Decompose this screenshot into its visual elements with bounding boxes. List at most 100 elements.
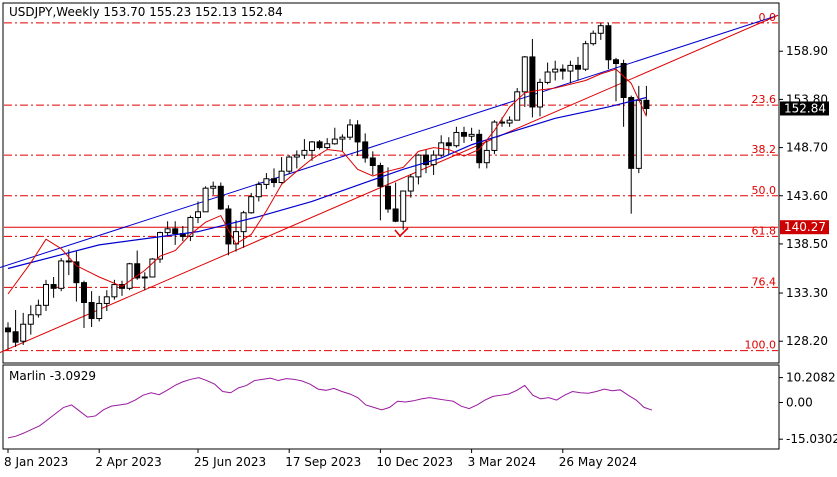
- red-moving-average: [7, 68, 647, 295]
- oscillator-tick-label: -15.0302: [786, 432, 837, 446]
- candle: [301, 139, 308, 159]
- candle: [529, 38, 536, 118]
- candle: [445, 137, 452, 155]
- marlin-line: [7, 377, 653, 439]
- candle: [537, 78, 543, 117]
- candle: [293, 150, 300, 169]
- candle: [575, 56, 581, 81]
- candle: [628, 95, 635, 214]
- candle: [324, 138, 331, 150]
- time-tick-label: 2 Apr 2023: [95, 455, 162, 469]
- candle: [81, 280, 87, 328]
- time-tick-label: 10 Dec 2023: [376, 455, 453, 469]
- fib-level-label: 23.6: [752, 93, 777, 106]
- candle: [5, 322, 11, 350]
- price-tick-label: 138.50: [786, 237, 828, 251]
- candle: [316, 140, 323, 150]
- price-tick-label: 133.30: [786, 286, 828, 300]
- candle: [210, 181, 217, 195]
- oscillator-tick-label: 0.00: [786, 396, 813, 410]
- candle: [278, 157, 285, 184]
- time-tick-label: 26 May 2024: [559, 455, 637, 469]
- candle: [605, 22, 612, 70]
- moving-averages: [7, 68, 647, 295]
- time-tick-label: 25 Jun 2023: [194, 455, 266, 469]
- candle: [506, 116, 513, 127]
- candle: [35, 299, 42, 318]
- candle: [248, 192, 255, 214]
- price-axis: 158.90153.80148.70143.60138.50133.30128.…: [779, 44, 828, 348]
- svg-text:140.27: 140.27: [784, 220, 826, 234]
- candle: [354, 120, 361, 157]
- fib-level-label: 76.4: [752, 275, 777, 288]
- candle: [567, 60, 574, 84]
- candle: [339, 134, 346, 152]
- candle: [20, 312, 27, 345]
- trendline: [0, 14, 779, 269]
- price-tick-label: 158.90: [786, 44, 828, 58]
- candle: [514, 88, 521, 121]
- candle: [58, 258, 65, 292]
- candle: [544, 62, 551, 85]
- chart-title: USDJPY,Weekly 153.70 155.23 152.13 152.8…: [9, 5, 283, 19]
- fib-level-label: 38.2: [752, 143, 777, 156]
- candle: [27, 305, 34, 335]
- svg-text:152.84: 152.84: [784, 101, 826, 115]
- candle: [141, 272, 148, 291]
- candle: [552, 60, 559, 81]
- candle: [362, 133, 369, 163]
- candle: [582, 40, 589, 72]
- time-tick-label: 3 Mar 2024: [468, 455, 536, 469]
- fib-level-label: 100.0: [745, 339, 777, 352]
- candle: [407, 174, 414, 198]
- candle: [88, 291, 95, 328]
- candle: [73, 251, 80, 302]
- candle: [597, 22, 604, 40]
- candle: [559, 64, 566, 80]
- candle: [286, 155, 293, 175]
- blue-moving-average: [7, 96, 647, 270]
- oscillator-title: Marlin -3.0929: [9, 369, 96, 383]
- candle: [195, 201, 201, 224]
- candle: [96, 295, 103, 322]
- candle: [590, 30, 597, 46]
- fib-level-label: 61.8: [752, 224, 777, 237]
- current-price-label: 152.84: [780, 101, 829, 116]
- candle: [271, 168, 277, 188]
- candle: [103, 290, 110, 311]
- candles: [5, 22, 650, 350]
- price-tick-label: 143.60: [786, 189, 828, 203]
- candle: [369, 151, 376, 175]
- candle: [202, 186, 209, 213]
- price-tick-label: 148.70: [786, 141, 828, 155]
- candle: [149, 258, 156, 278]
- candle: [461, 126, 467, 143]
- candle: [400, 190, 407, 230]
- candle: [240, 210, 247, 248]
- price-tick-label: 128.20: [786, 334, 828, 348]
- candle: [613, 57, 619, 102]
- candle: [50, 276, 57, 298]
- candle: [126, 262, 133, 291]
- time-tick-label: 8 Jan 2023: [4, 455, 68, 469]
- candle: [331, 127, 338, 145]
- candle: [43, 279, 49, 311]
- candle: [172, 221, 179, 245]
- time-axis: 8 Jan 2023 2 Apr 2023 25 Jun 2023 17 Sep 20…: [4, 449, 637, 469]
- trendlines: [0, 14, 779, 354]
- candle: [453, 126, 460, 148]
- trendline: [0, 14, 779, 354]
- candle: [12, 310, 19, 347]
- candle: [620, 59, 627, 127]
- marked-level-label: 140.27: [780, 220, 829, 235]
- check-mark-icon: [394, 227, 409, 238]
- candle: [217, 182, 224, 210]
- candle: [643, 85, 650, 116]
- candle: [255, 181, 262, 202]
- candle: [134, 250, 141, 280]
- time-tick-label: 17 Sep 2023: [285, 455, 361, 469]
- candle: [423, 149, 429, 174]
- fib-level-label: 50.0: [752, 184, 777, 197]
